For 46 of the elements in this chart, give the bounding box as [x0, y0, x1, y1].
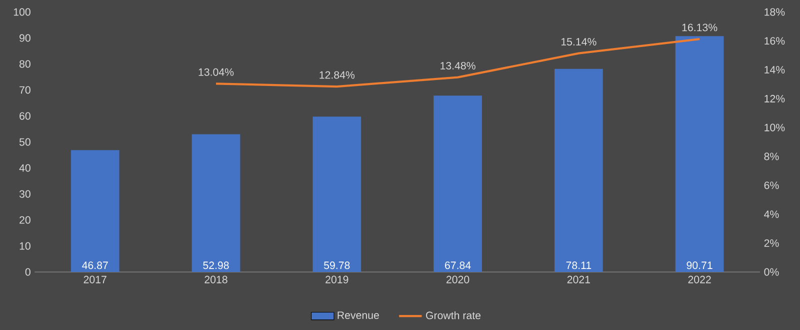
y2-tick-label: 8% — [764, 152, 779, 160]
y2-tick-label: 14% — [764, 66, 785, 74]
legend-label: Revenue — [338, 312, 379, 319]
bar — [554, 68, 603, 272]
y-tick-label: 40 — [19, 164, 30, 172]
y-tick-label: 80 — [19, 60, 30, 68]
bar — [70, 150, 120, 272]
y-tick-label: 0 — [25, 268, 30, 276]
x-tick-label: 2022 — [688, 276, 711, 284]
y2-tick-label: 2% — [764, 239, 779, 247]
data-label: 12.84% — [320, 71, 355, 79]
data-label: 52.98 — [203, 262, 229, 270]
y-tick-label: 100 — [14, 8, 30, 16]
data-label: 16.13% — [682, 24, 718, 32]
y-tick-label: 10 — [20, 242, 30, 250]
y2-tick-label: 18% — [764, 8, 785, 16]
x-tick-label: 2019 — [326, 276, 348, 284]
x-tick-label: 2018 — [204, 276, 228, 284]
y-tick-label: 20 — [20, 216, 30, 224]
data-label: 90.71 — [686, 262, 712, 270]
y-tick-label: 60 — [20, 112, 30, 120]
y2-tick-label: 0% — [764, 268, 779, 276]
bar — [434, 96, 482, 272]
y2-tick-label: 10% — [764, 124, 785, 132]
data-label: 13.48% — [440, 62, 476, 70]
data-label: 46.87 — [82, 262, 108, 270]
bar — [675, 36, 724, 272]
y-tick-label: 50 — [19, 138, 30, 146]
y2-tick-label: 12% — [764, 94, 785, 102]
y2-tick-label: 16% — [764, 37, 785, 45]
data-label: 13.04% — [198, 68, 234, 76]
x-tick-label: 2017 — [84, 276, 106, 284]
data-label: 78.11 — [566, 262, 592, 270]
bar — [192, 134, 240, 272]
y2-tick-label: 6% — [764, 182, 779, 190]
y2-tick-label: 4% — [764, 210, 779, 218]
y-tick-label: 70 — [20, 86, 30, 94]
legend-label: Growth rate — [426, 311, 481, 320]
x-tick-label: 2021 — [567, 276, 590, 284]
bar — [312, 116, 362, 272]
data-label: 59.78 — [324, 262, 350, 270]
data-label: 67.84 — [445, 262, 471, 270]
y-tick-label: 90 — [20, 34, 30, 42]
data-label: 15.14% — [561, 38, 596, 46]
y-tick-label: 30 — [19, 190, 30, 198]
x-tick-label: 2020 — [446, 276, 470, 284]
